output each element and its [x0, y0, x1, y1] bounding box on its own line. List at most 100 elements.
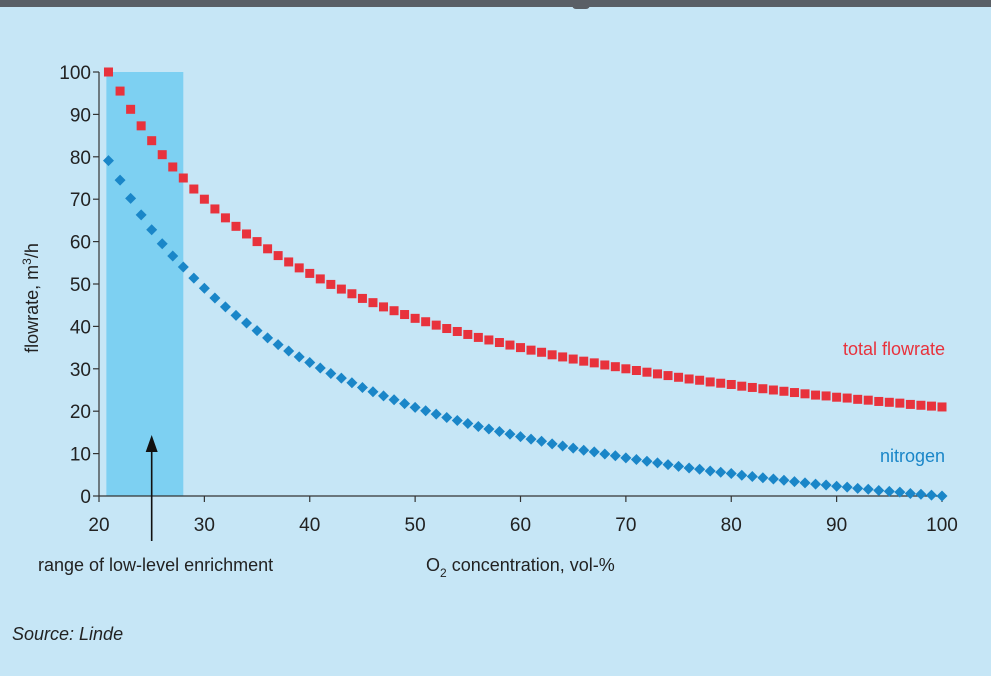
- total-flowrate-point: [389, 306, 399, 316]
- total-flowrate-point: [168, 162, 178, 172]
- total-flowrate-point: [737, 381, 747, 391]
- total-flowrate-point: [821, 391, 831, 401]
- total-flowrate-point: [937, 402, 947, 412]
- y-axis-title-rest: /h: [22, 243, 42, 258]
- total-flowrate-point: [294, 263, 304, 273]
- y-tick-label: 0: [80, 487, 91, 508]
- nitrogen-point: [462, 417, 474, 429]
- total-flowrate-point: [326, 279, 336, 289]
- nitrogen-point: [694, 463, 706, 475]
- total-flowrate-point: [705, 377, 715, 387]
- nitrogen-point: [810, 478, 822, 490]
- y-tick-label: 50: [70, 275, 91, 296]
- nitrogen-point: [230, 309, 242, 321]
- series-label-nitrogen: nitrogen: [880, 446, 945, 466]
- nitrogen-point: [757, 472, 769, 484]
- total-flowrate-point: [463, 329, 473, 339]
- nitrogen-point: [441, 412, 453, 424]
- total-flowrate-point: [431, 320, 441, 330]
- total-flowrate-point: [642, 367, 652, 377]
- nitrogen-point: [599, 448, 611, 460]
- nitrogen-point: [841, 481, 853, 493]
- nitrogen-point: [177, 261, 189, 273]
- nitrogen-point: [915, 488, 927, 500]
- total-flowrate-point: [284, 257, 294, 267]
- nitrogen-point: [567, 442, 579, 454]
- y-tick-label: 20: [70, 402, 91, 423]
- nitrogen-point: [651, 457, 663, 469]
- x-tick-label: 40: [299, 515, 320, 536]
- total-flowrate-point: [663, 371, 673, 381]
- y-tick-label: 40: [70, 317, 91, 338]
- nitrogen-point: [262, 332, 274, 344]
- nitrogen-point: [831, 480, 843, 492]
- y-tick-label: 60: [70, 233, 91, 254]
- total-flowrate-point: [126, 104, 136, 114]
- total-flowrate-point: [811, 390, 821, 400]
- nitrogen-point: [546, 438, 558, 450]
- nitrogen-point: [399, 398, 411, 410]
- nitrogen-point: [746, 470, 758, 482]
- nitrogen-point: [862, 483, 874, 495]
- nitrogen-point: [852, 482, 864, 494]
- total-flowrate-point: [400, 310, 410, 320]
- y-tick-label: 90: [70, 105, 91, 126]
- nitrogen-point: [251, 325, 263, 337]
- nitrogen-point: [778, 474, 790, 486]
- y-tick-label: 80: [70, 148, 91, 169]
- x-tick-label: 100: [926, 515, 958, 536]
- nitrogen-point: [673, 460, 685, 472]
- x-tick-label: 80: [721, 515, 742, 536]
- total-flowrate-point: [547, 350, 557, 360]
- total-flowrate-point: [895, 398, 905, 408]
- nitrogen-point: [904, 487, 916, 499]
- total-flowrate-point: [537, 347, 547, 357]
- nitrogen-point: [557, 440, 569, 452]
- total-flowrate-point: [199, 194, 209, 204]
- nitrogen-point: [736, 469, 748, 481]
- nitrogen-point: [725, 468, 737, 480]
- total-flowrate-point: [189, 184, 199, 194]
- series-total-flowrate: [103, 67, 947, 412]
- nitrogen-point: [788, 476, 800, 488]
- x-axis-title-subscript: 2: [440, 566, 447, 580]
- nitrogen-point: [472, 420, 484, 432]
- nitrogen-point: [188, 272, 200, 284]
- nitrogen-point: [767, 473, 779, 485]
- total-flowrate-point: [136, 121, 146, 131]
- nitrogen-point: [430, 408, 442, 420]
- total-flowrate-point: [516, 343, 525, 353]
- nitrogen-point: [209, 292, 221, 304]
- total-flowrate-point: [800, 389, 810, 399]
- total-flowrate-point: [242, 229, 252, 239]
- top-bar-tab: [572, 0, 590, 9]
- total-flowrate-point: [695, 375, 705, 385]
- total-flowrate-point: [853, 394, 863, 404]
- total-flowrate-point: [505, 340, 515, 350]
- nitrogen-point: [346, 377, 358, 389]
- nitrogen-point: [135, 209, 147, 221]
- total-flowrate-point: [568, 354, 578, 364]
- total-flowrate-point: [621, 364, 631, 374]
- nitrogen-point: [388, 394, 400, 406]
- nitrogen-point: [925, 489, 937, 501]
- total-flowrate-point: [610, 362, 620, 372]
- nitrogen-point: [409, 401, 421, 413]
- nitrogen-point: [483, 423, 495, 435]
- nitrogen-point: [156, 238, 168, 250]
- nitrogen-point: [335, 372, 347, 384]
- x-tick-label: 30: [194, 515, 215, 536]
- nitrogen-point: [683, 462, 695, 474]
- total-flowrate-point: [336, 284, 346, 294]
- x-axis-title-rest: concentration, vol-%: [447, 555, 615, 575]
- nitrogen-point: [936, 490, 948, 502]
- nitrogen-point: [536, 435, 548, 447]
- series-label-total-flowrate: total flowrate: [843, 339, 945, 359]
- total-flowrate-point: [631, 365, 641, 375]
- y-tick-label: 30: [70, 360, 91, 381]
- total-flowrate-point: [652, 369, 662, 379]
- x-tick-label: 90: [826, 515, 847, 536]
- y-tick-label: 10: [70, 445, 91, 466]
- nitrogen-point: [704, 465, 716, 477]
- nitrogen-point: [167, 250, 179, 262]
